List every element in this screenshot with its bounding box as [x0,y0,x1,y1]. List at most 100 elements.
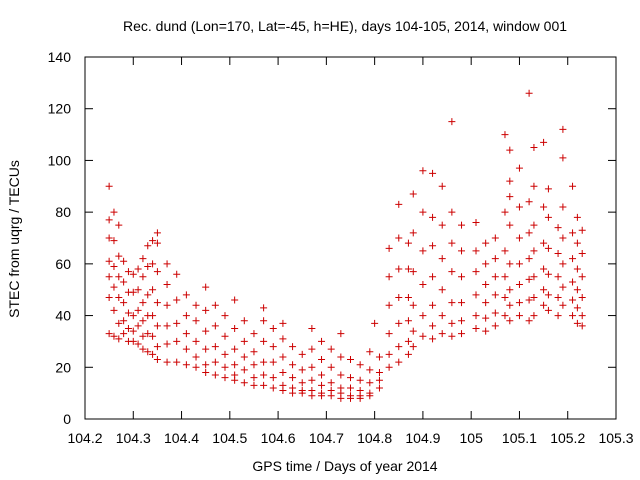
y-axis-title: STEC from uqrg / TECUs [6,160,22,318]
data-point [327,392,335,400]
data-point [438,221,446,229]
data-point [559,125,567,133]
data-point [530,247,538,255]
data-point [120,299,128,307]
data-point [544,213,552,221]
y-tick-label: 100 [48,152,72,168]
data-point [231,325,239,332]
data-point [327,345,335,353]
data-point [173,337,181,345]
data-point [540,301,548,309]
data-point [554,273,562,281]
data-point [318,371,326,379]
data-point [192,353,200,361]
data-point [279,387,287,395]
data-point [569,229,577,237]
data-point [269,384,277,392]
data-point [419,281,427,289]
data-point [134,265,142,273]
data-point [506,301,514,309]
data-point [491,255,499,263]
data-point [337,394,345,402]
data-point [182,312,190,320]
data-point [506,221,514,229]
data-series [105,89,586,402]
data-point [448,319,456,327]
data-point [192,317,200,325]
data-point [105,273,113,281]
data-point [559,234,567,242]
data-point [540,239,548,247]
data-point [458,247,466,255]
data-point [569,182,577,190]
data-point [385,363,393,371]
data-point [385,301,393,309]
data-point [482,299,490,307]
data-point [429,213,437,221]
data-point [202,345,210,353]
data-point [573,304,581,312]
data-point [501,247,509,255]
data-point [182,330,190,338]
data-point [375,353,383,361]
data-point [318,356,326,364]
data-point [337,353,345,361]
data-point [308,345,316,353]
data-point [250,374,258,382]
data-point [429,242,437,250]
data-point [578,273,586,281]
data-point [308,363,316,371]
data-point [260,381,268,389]
data-point [482,239,490,247]
data-point [139,345,147,353]
data-point [144,242,152,250]
data-point [105,234,113,242]
data-point [250,381,258,389]
data-point [289,374,297,382]
data-point [578,226,586,234]
x-axis: 104.2 104.3 104.4 104.5 104.6 104.7 104.8 104.9… [67,57,634,446]
data-point [506,260,514,268]
data-point [540,265,548,273]
data-point [395,343,403,351]
data-point [472,312,480,320]
data-point [525,296,533,304]
data-point [385,273,393,281]
data-point [540,203,548,211]
data-point [448,299,456,307]
y-tick-label: 20 [55,359,71,375]
data-point [221,363,229,371]
data-point [221,332,229,340]
data-point [515,281,523,289]
data-point [105,182,113,190]
data-point [569,255,577,263]
data-point [482,314,490,322]
data-point [573,213,581,221]
data-point [120,317,128,325]
data-point [506,193,514,201]
data-point [448,332,456,340]
data-point [404,317,412,325]
data-point [506,177,514,185]
data-point [525,89,533,97]
data-point [129,312,137,320]
data-point [554,312,562,320]
data-point [525,255,533,263]
data-point [554,224,562,232]
data-point [308,392,316,400]
data-point [221,374,229,382]
data-point [506,317,514,325]
x-tick-label: 104.7 [309,430,344,446]
data-point [385,244,393,252]
data-point [153,322,161,330]
data-point [472,247,480,255]
data-point [559,154,567,162]
data-point [530,312,538,320]
data-point [458,299,466,307]
data-point [269,358,277,366]
data-point [139,299,147,307]
data-point [356,394,364,402]
data-point [105,293,113,301]
data-point [250,348,258,356]
x-tick-label: 105.2 [550,430,585,446]
